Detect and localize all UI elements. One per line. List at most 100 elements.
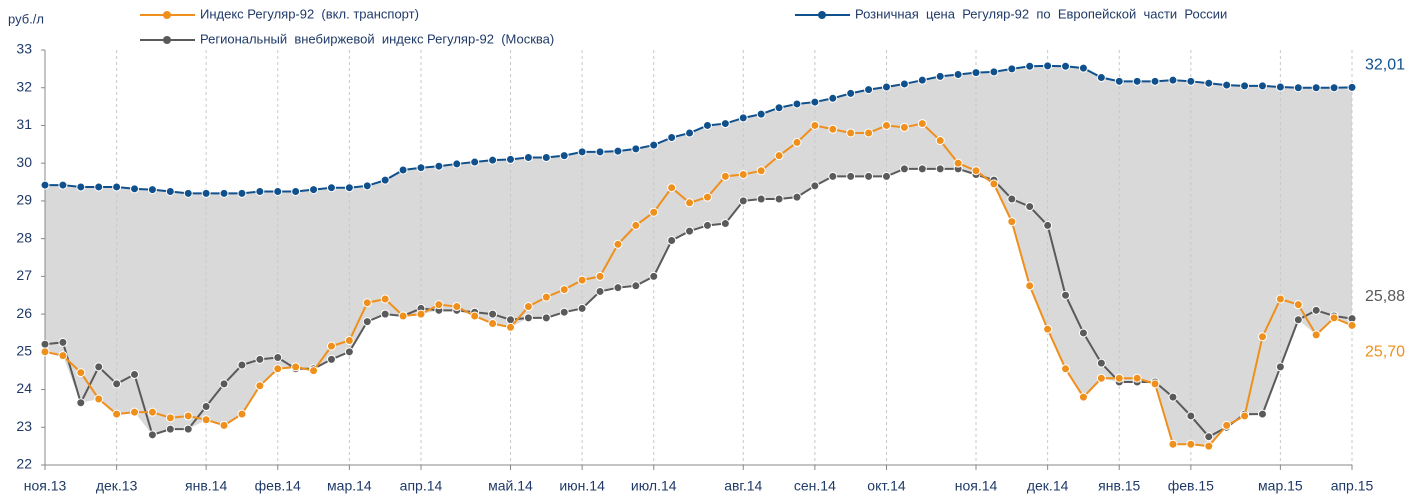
x-tick-label: авг.14 <box>724 478 762 494</box>
point <box>237 188 247 198</box>
point <box>380 175 390 185</box>
point <box>362 298 372 308</box>
legend-marker <box>163 11 171 19</box>
point <box>416 309 426 319</box>
point <box>488 155 498 165</box>
point <box>1132 76 1142 86</box>
point <box>1186 76 1196 86</box>
point <box>810 181 820 191</box>
point <box>434 300 444 310</box>
point <box>416 163 426 173</box>
point <box>559 151 569 161</box>
point <box>255 354 265 364</box>
y-tick-label: 33 <box>16 41 32 57</box>
point <box>380 309 390 319</box>
point <box>94 394 104 404</box>
point <box>326 341 336 351</box>
point <box>1061 364 1071 374</box>
point <box>971 68 981 78</box>
point <box>953 70 963 80</box>
x-tick-label: сен.14 <box>794 478 836 494</box>
legend-marker <box>818 11 826 19</box>
point <box>541 313 551 323</box>
legend-label: Розничная цена Регуляр-92 по Европейской… <box>855 6 1227 21</box>
point <box>1096 373 1106 383</box>
point <box>1275 294 1285 304</box>
point <box>738 196 748 206</box>
point <box>147 430 157 440</box>
point <box>541 153 551 163</box>
legend-label: Региональный внебиржевой индекс Регуляр-… <box>200 31 554 46</box>
y-tick-label: 22 <box>16 456 32 472</box>
point <box>165 186 175 196</box>
point <box>291 362 301 372</box>
point <box>685 226 695 236</box>
point <box>488 309 498 319</box>
point <box>452 302 462 312</box>
point <box>488 319 498 329</box>
point <box>112 182 122 192</box>
point <box>130 407 140 417</box>
legend-marker <box>163 36 171 44</box>
x-tick-label: окт.14 <box>867 478 906 494</box>
point <box>881 171 891 181</box>
point <box>40 339 50 349</box>
point <box>1204 432 1214 442</box>
point <box>792 137 802 147</box>
point <box>183 424 193 434</box>
point <box>40 347 50 357</box>
point <box>1347 82 1357 92</box>
legend-label: Индекс Регуляр-92 (вкл. транспорт) <box>200 6 419 21</box>
point <box>953 158 963 168</box>
point <box>1204 441 1214 451</box>
x-tick-label: фев.14 <box>255 478 301 494</box>
point <box>667 133 677 143</box>
point <box>506 154 516 164</box>
point <box>237 360 247 370</box>
point <box>1007 217 1017 227</box>
point <box>756 166 766 176</box>
point <box>1132 373 1142 383</box>
point <box>201 188 211 198</box>
point <box>237 409 247 419</box>
point <box>810 97 820 107</box>
point <box>1061 61 1071 71</box>
point <box>1114 373 1124 383</box>
point <box>309 366 319 376</box>
point <box>541 292 551 302</box>
point <box>326 354 336 364</box>
point <box>76 368 86 378</box>
point <box>291 186 301 196</box>
point <box>649 207 659 217</box>
point <box>506 322 516 332</box>
value-label: 32,01 <box>1365 57 1405 74</box>
point <box>810 120 820 130</box>
point <box>1329 313 1339 323</box>
point <box>1293 315 1303 325</box>
x-tick-label: янв.14 <box>185 478 227 494</box>
point <box>58 180 68 190</box>
point <box>1168 439 1178 449</box>
point <box>255 381 265 391</box>
y-tick-label: 28 <box>16 229 32 245</box>
point <box>112 379 122 389</box>
point <box>577 275 587 285</box>
x-tick-label: апр.15 <box>1331 478 1374 494</box>
point <box>1043 324 1053 334</box>
point <box>720 219 730 229</box>
point <box>613 283 623 293</box>
point <box>147 185 157 195</box>
point <box>864 171 874 181</box>
point <box>40 180 50 190</box>
point <box>1150 76 1160 86</box>
point <box>864 85 874 95</box>
point <box>1186 439 1196 449</box>
point <box>523 313 533 323</box>
point <box>112 409 122 419</box>
point <box>1347 320 1357 330</box>
point <box>685 128 695 138</box>
point <box>738 113 748 123</box>
point <box>255 186 265 196</box>
point <box>989 67 999 77</box>
point <box>828 124 838 134</box>
